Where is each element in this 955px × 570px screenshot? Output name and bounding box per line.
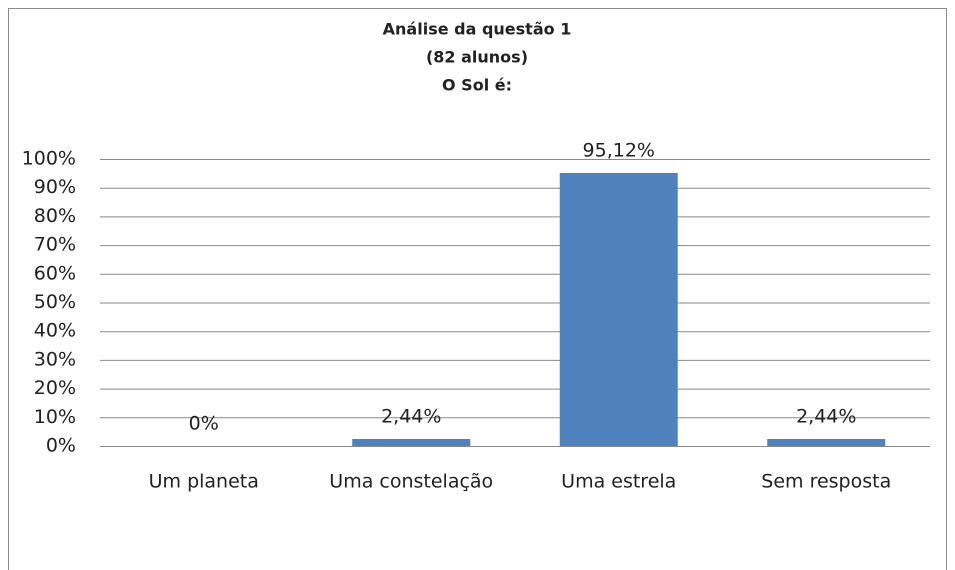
chart-title: Análise da questão 1 [383, 20, 572, 39]
x-tick-label: Sem resposta [761, 471, 891, 493]
y-tick-label: 40% [34, 320, 76, 342]
y-tick-label: 10% [34, 406, 76, 428]
chart-frame [8, 8, 947, 570]
value-label: 0% [189, 413, 219, 435]
y-tick-label: 0% [46, 435, 76, 457]
y-tick-label: 50% [34, 291, 76, 313]
bar [559, 173, 678, 446]
value-label: 2,44% [381, 405, 441, 427]
chart-title: (82 alunos) [426, 48, 528, 67]
y-tick-label: 30% [34, 348, 76, 370]
y-tick-label: 100% [22, 148, 76, 170]
y-tick-label: 70% [34, 234, 76, 256]
value-label: 95,12% [583, 140, 655, 162]
bar [767, 438, 886, 446]
value-label: 2,44% [796, 405, 856, 427]
x-tick-label: Uma estrela [561, 471, 676, 493]
x-tick-label: Um planeta [149, 471, 259, 493]
chart-title: O Sol é: [442, 76, 512, 95]
y-tick-label: 90% [34, 176, 76, 198]
x-tick-label: Uma constelação [329, 471, 493, 493]
y-tick-label: 20% [34, 377, 76, 399]
y-tick-label: 80% [34, 205, 76, 227]
y-tick-label: 60% [34, 262, 76, 284]
bar [352, 438, 471, 446]
